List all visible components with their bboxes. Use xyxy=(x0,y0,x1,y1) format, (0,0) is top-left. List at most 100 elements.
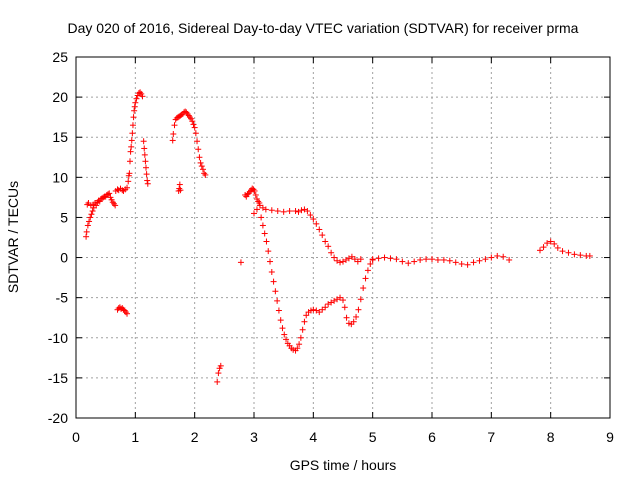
data-point xyxy=(544,240,551,247)
data-point xyxy=(141,145,148,152)
data-point xyxy=(237,259,244,266)
data-point xyxy=(263,238,270,245)
y-tick-label: -15 xyxy=(48,370,68,386)
data-point xyxy=(86,218,93,225)
data-point xyxy=(494,252,501,259)
y-axis: -20 -15 -10 -5 0 5 10 15 20 25 xyxy=(48,49,610,426)
data-point xyxy=(506,256,513,263)
data-point xyxy=(83,228,90,235)
data-point xyxy=(133,95,140,102)
x-tick-label: 2 xyxy=(191,429,199,445)
data-point xyxy=(381,254,388,261)
data-point xyxy=(131,107,138,114)
data-point xyxy=(191,124,198,131)
y-axis-label: SDTVAR / TECUs xyxy=(5,181,21,293)
data-point xyxy=(296,341,303,348)
data-point xyxy=(177,187,184,194)
data-point xyxy=(125,178,132,185)
data-point xyxy=(554,244,561,251)
y-tick-label: -5 xyxy=(56,290,69,306)
data-point xyxy=(328,249,335,256)
data-point xyxy=(251,210,257,217)
chart-title: Day 020 of 2016, Sidereal Day-to-day VTE… xyxy=(68,20,579,36)
data-point xyxy=(132,99,139,106)
data-point xyxy=(83,233,90,240)
data-point xyxy=(281,331,288,338)
data-point xyxy=(337,259,344,266)
data-point xyxy=(142,158,149,165)
data-point xyxy=(452,259,459,266)
data-point xyxy=(536,247,543,254)
x-tick-label: 5 xyxy=(369,429,377,445)
data-point xyxy=(217,362,224,369)
x-axis-label: GPS time / hours xyxy=(290,457,397,473)
data-point xyxy=(559,248,566,255)
data-point xyxy=(171,122,178,129)
data-point xyxy=(128,137,135,144)
data-points xyxy=(83,89,593,385)
data-point xyxy=(114,186,121,193)
data-point xyxy=(387,255,394,262)
data-point xyxy=(283,336,290,343)
data-point xyxy=(258,214,265,221)
data-point xyxy=(357,296,364,303)
data-point xyxy=(119,187,126,194)
data-point xyxy=(267,258,274,265)
data-point xyxy=(540,244,547,251)
data-point xyxy=(88,211,95,218)
data-point xyxy=(274,208,281,215)
y-tick-label: -20 xyxy=(48,410,68,426)
data-point xyxy=(280,208,287,215)
data-point xyxy=(196,154,203,161)
data-point xyxy=(259,222,266,229)
data-point xyxy=(105,191,112,198)
data-point xyxy=(303,312,310,319)
data-point xyxy=(144,177,151,184)
x-tick-label: 9 xyxy=(606,429,614,445)
data-point xyxy=(89,208,96,215)
x-tick-label: 4 xyxy=(309,429,317,445)
data-point xyxy=(322,238,329,245)
data-point xyxy=(274,297,281,304)
plot-frame xyxy=(75,56,611,419)
x-tick-label: 1 xyxy=(131,429,139,445)
data-point xyxy=(286,208,293,215)
data-point xyxy=(143,171,150,178)
data-point xyxy=(126,170,133,177)
data-point xyxy=(292,208,299,215)
data-point xyxy=(405,260,412,267)
data-point xyxy=(393,256,400,263)
data-point xyxy=(129,122,136,129)
y-tick-label: 10 xyxy=(52,169,68,185)
data-point xyxy=(353,313,360,320)
data-point xyxy=(169,137,176,144)
data-point xyxy=(325,243,332,250)
data-point xyxy=(268,207,275,214)
data-point xyxy=(440,256,447,263)
data-point xyxy=(268,268,275,275)
data-point xyxy=(270,278,277,285)
data-point xyxy=(417,256,424,263)
data-point xyxy=(547,238,554,245)
data-point xyxy=(577,252,584,259)
data-point xyxy=(357,256,364,263)
data-point xyxy=(470,259,477,266)
x-tick-label: 6 xyxy=(428,429,436,445)
data-point xyxy=(364,267,371,274)
data-point xyxy=(429,256,435,263)
x-tick-label: 8 xyxy=(547,429,555,445)
data-point xyxy=(129,130,136,137)
x-tick-label: 3 xyxy=(250,429,258,445)
data-point xyxy=(488,254,495,261)
data-point xyxy=(84,222,91,229)
x-tick-label: 7 xyxy=(487,429,495,445)
data-point xyxy=(272,288,279,295)
data-point xyxy=(195,146,202,153)
data-point xyxy=(140,138,147,145)
data-point xyxy=(343,314,350,321)
data-point xyxy=(215,370,222,377)
data-point xyxy=(124,184,131,191)
data-point xyxy=(360,285,367,292)
data-point xyxy=(298,207,305,214)
data-point xyxy=(265,248,272,255)
